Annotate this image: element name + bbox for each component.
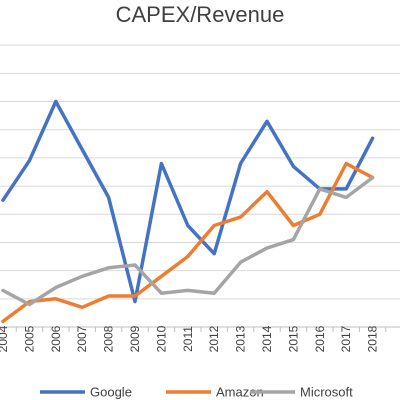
x-tick-label: 2009: [128, 325, 142, 352]
x-tick-label: 2004: [0, 325, 10, 352]
legend-label-amazon: Amazon: [216, 385, 264, 400]
x-tick-label: 2008: [102, 325, 116, 352]
x-tick-label: 2014: [260, 325, 274, 352]
x-tick-label: 2015: [286, 325, 300, 352]
series-line-microsoft: [1, 175, 375, 307]
x-tick-label: 2006: [49, 325, 63, 352]
legend-label-google: Google: [90, 385, 132, 400]
x-tick-label: 2007: [75, 325, 89, 352]
series-line-amazon: [1, 161, 375, 324]
legend-label-microsoft: Microsoft: [300, 385, 353, 400]
x-tick-labels: 2004 2005 2006 2007 2008 2009 2010 2011 2012 2013…: [0, 325, 380, 352]
series-line-google: [1, 99, 375, 304]
x-tick-label: 2010: [154, 325, 168, 352]
x-tick-label: 2011: [181, 326, 195, 352]
gridlines: [0, 44, 400, 328]
x-axis: [0, 326, 400, 332]
x-tick-label: 2012: [207, 325, 221, 352]
x-tick-label: 2013: [234, 325, 248, 352]
chart-title: CAPEX/Revenue: [115, 2, 285, 27]
series-lines: [1, 99, 375, 324]
x-tick-label: 2005: [22, 325, 36, 352]
x-tick-label: 2017: [339, 325, 353, 352]
x-tick-label: 2018: [366, 325, 380, 352]
x-tick-label: 2016: [313, 325, 327, 352]
legend: Google Amazon Microsoft: [40, 385, 353, 400]
